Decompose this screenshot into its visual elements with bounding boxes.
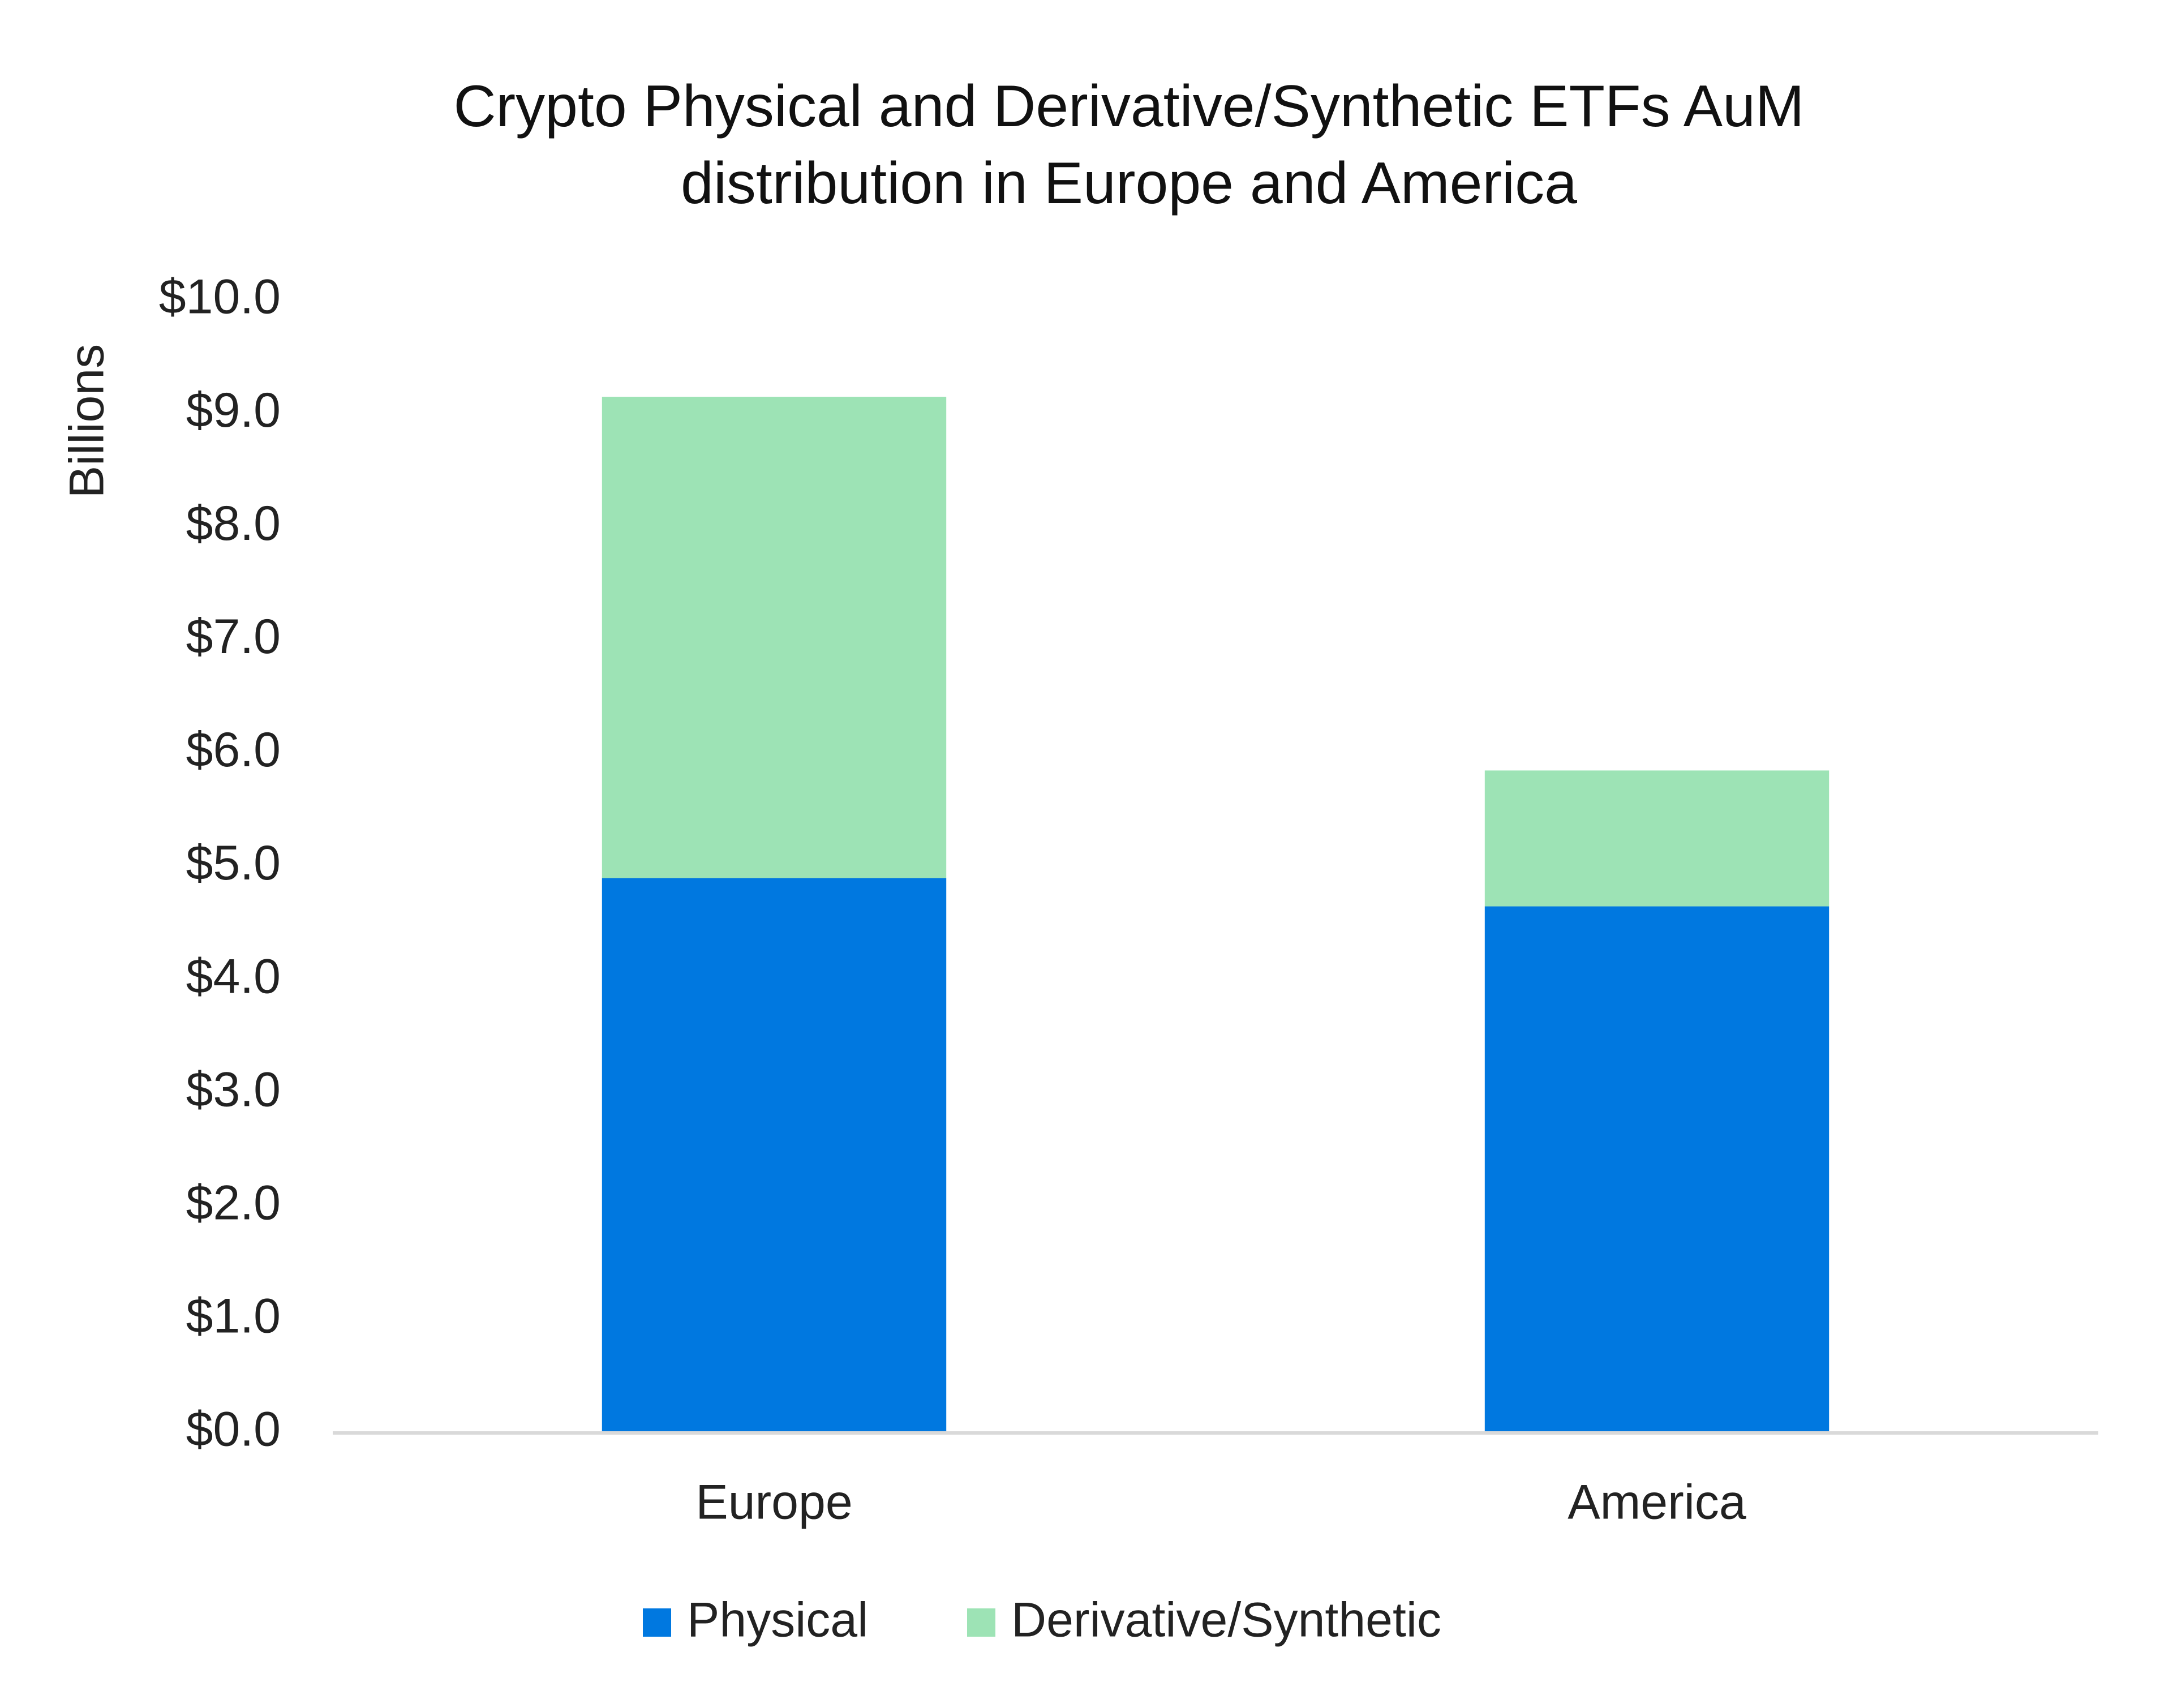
bar-segment (602, 397, 947, 878)
x-tick-label: Europe (695, 1475, 852, 1530)
x-tick-label: America (1568, 1475, 1746, 1530)
y-tick-label: $10.0 (159, 270, 281, 324)
y-tick-label: $9.0 (186, 383, 281, 437)
legend-label: Physical (687, 1593, 868, 1647)
legend-swatch (967, 1608, 995, 1637)
legend-label: Derivative/Synthetic (1011, 1593, 1441, 1647)
y-tick-label: $2.0 (186, 1176, 281, 1230)
legend-swatch (643, 1608, 671, 1637)
y-axis-label: Billions (60, 344, 114, 498)
chart-title: Crypto Physical and Derivative/Synthetic… (453, 74, 1805, 216)
bar-segment (602, 878, 947, 1433)
y-tick-label: $8.0 (186, 496, 281, 551)
y-tick-label: $3.0 (186, 1062, 281, 1117)
y-tick-label: $7.0 (186, 610, 281, 664)
y-tick-label: $1.0 (186, 1289, 281, 1344)
y-tick-label: $5.0 (186, 836, 281, 890)
bar-segment (1484, 770, 1830, 907)
bar-segment (1484, 906, 1830, 1433)
y-tick-label: $4.0 (186, 949, 281, 1003)
y-tick-label: $0.0 (186, 1402, 281, 1457)
y-tick-label: $6.0 (186, 723, 281, 777)
